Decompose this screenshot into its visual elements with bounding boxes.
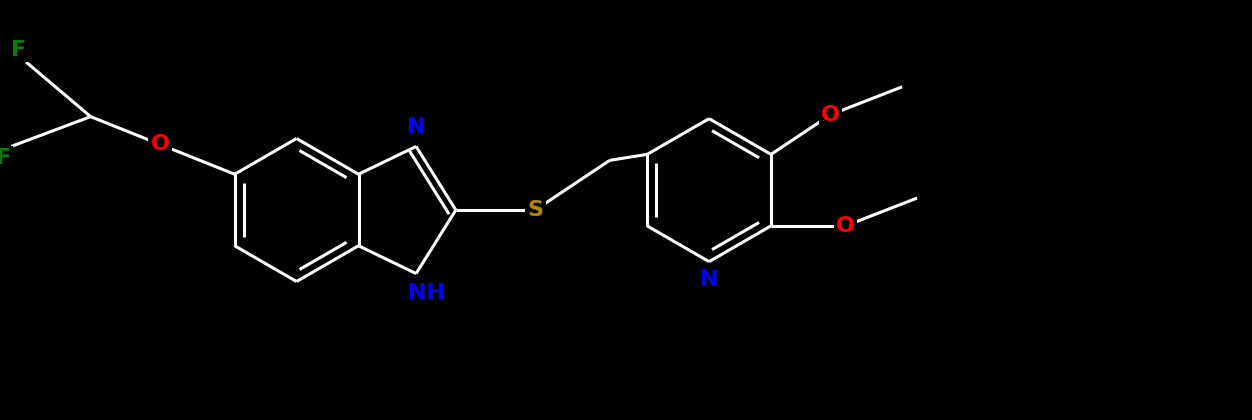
- Text: O: O: [821, 105, 840, 125]
- Text: F: F: [0, 148, 11, 168]
- Text: F: F: [10, 40, 26, 60]
- Text: S: S: [527, 200, 543, 220]
- Text: N: N: [407, 117, 426, 136]
- Text: O: O: [150, 134, 170, 155]
- Text: N: N: [700, 270, 719, 289]
- Text: O: O: [836, 216, 855, 236]
- Text: NH: NH: [408, 284, 444, 303]
